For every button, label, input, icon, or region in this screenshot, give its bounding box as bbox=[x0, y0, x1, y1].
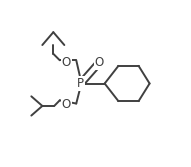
Text: O: O bbox=[62, 56, 71, 69]
Text: O: O bbox=[62, 98, 71, 111]
Text: P: P bbox=[77, 77, 84, 90]
Text: O: O bbox=[95, 56, 104, 69]
